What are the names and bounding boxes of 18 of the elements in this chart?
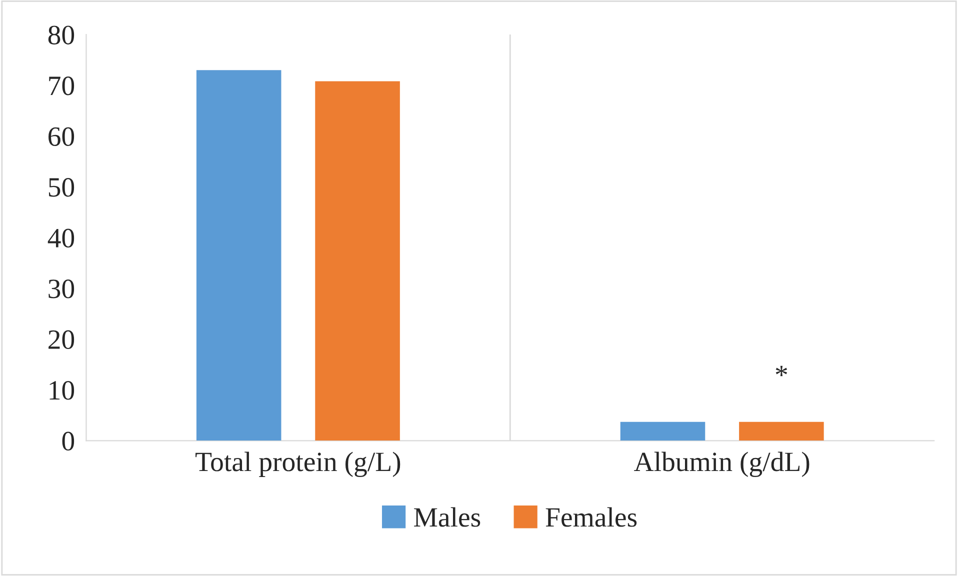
x-tick-label: Total protein (g/L) (196, 452, 400, 478)
y-tick-label: 0 (62, 432, 74, 451)
x-tick-label: Albumin (g/dL) (634, 452, 810, 478)
y-tick-label: 70 (49, 76, 74, 96)
y-tick-label: 60 (48, 127, 74, 146)
y-tick-label: 80 (48, 26, 74, 44)
y-tick-label: 50 (48, 178, 74, 197)
bar (620, 422, 706, 441)
y-tick-label: 30 (48, 280, 74, 298)
y-tick-label: 20 (48, 330, 74, 350)
y-tick-label: 10 (50, 381, 74, 400)
bar (739, 422, 824, 441)
bar (315, 81, 400, 441)
legend-label: Females (546, 507, 637, 527)
legend-label: Males (414, 507, 480, 527)
annotation: * (776, 366, 788, 376)
y-tick-label: 40 (48, 228, 74, 248)
bar (196, 70, 282, 441)
